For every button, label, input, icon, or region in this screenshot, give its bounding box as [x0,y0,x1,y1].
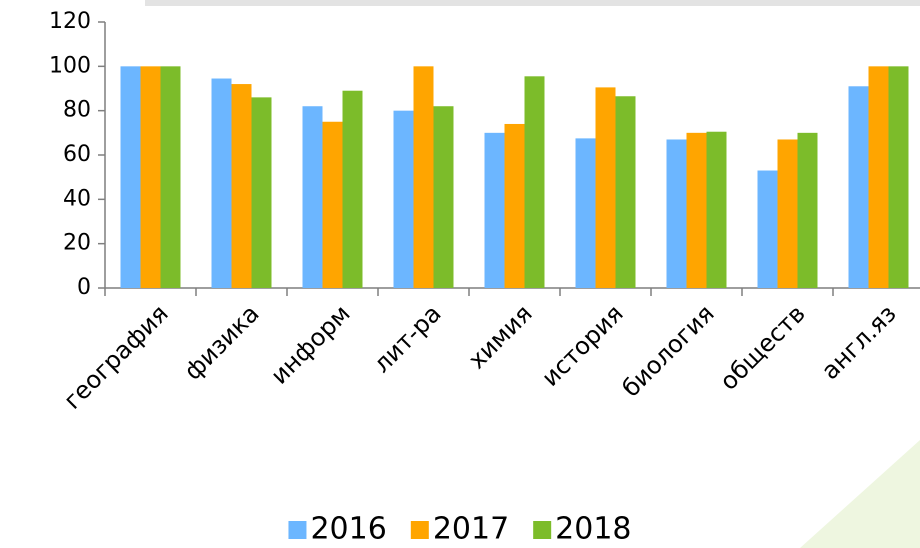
bar [434,106,454,288]
x-tick-label: англ.яз [816,299,902,385]
bar [485,133,505,288]
y-tick-label: 20 [63,231,91,256]
corner-decoration [800,440,920,548]
bar [687,133,707,288]
x-tick-label: физика [179,299,265,385]
bar [232,84,252,288]
bar [303,106,323,288]
bar [616,96,636,288]
bar [667,139,687,288]
x-tick-label: информ [265,299,355,389]
x-tick-label: химия [463,299,538,374]
bar [505,124,525,288]
bar [778,139,798,288]
legend-label: 2017 [433,512,509,547]
bar [576,138,596,288]
bar [343,91,363,288]
bar [596,87,616,288]
bar [707,132,727,288]
bar [212,79,232,288]
bar [414,66,434,288]
bar [525,76,545,288]
bar [121,66,141,288]
x-tick-label: лит-ра [368,299,447,378]
top-band [145,0,920,6]
legend-swatch [533,521,551,539]
legend-swatch [288,521,306,539]
y-tick-label: 60 [63,142,91,167]
bar [869,66,889,288]
bar [323,122,343,288]
x-tick-label: история [536,299,628,391]
legend-label: 2016 [310,512,386,547]
y-tick-label: 80 [63,98,91,123]
y-tick-label: 120 [49,9,91,34]
bar [141,66,161,288]
bar [849,86,869,288]
x-tick-label: биология [617,299,720,402]
bar [758,171,778,288]
bar [798,133,818,288]
legend-label: 2018 [555,512,631,547]
legend-swatch [411,521,429,539]
bar [252,97,272,288]
y-tick-label: 100 [49,53,91,78]
y-tick-label: 40 [63,186,91,211]
y-tick-label: 0 [77,275,91,300]
x-tick-label: обществ [714,299,810,395]
bar [161,66,181,288]
chart: 0 20 40 60 80 100 120 географияфизикаинформлит-… [0,0,920,548]
bar [889,66,909,288]
x-tick-label: география [58,299,173,414]
bar [394,111,414,288]
